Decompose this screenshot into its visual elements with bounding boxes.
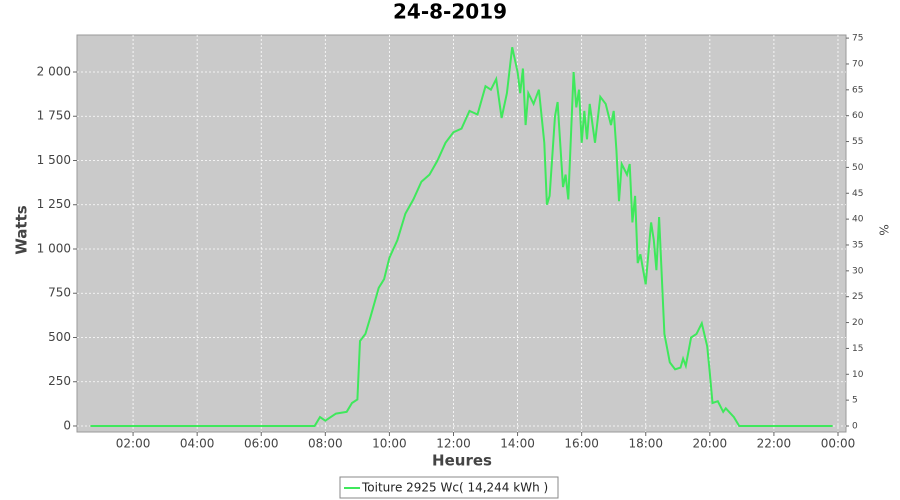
y2-tick-label: 0	[852, 422, 858, 432]
y-tick-label: 2 000	[37, 64, 71, 78]
y2-tick-label: 60	[852, 111, 864, 121]
x-axis-label: Heures	[432, 452, 492, 470]
x-tick-label: 16:00	[564, 437, 599, 451]
y-tick-label: 0	[63, 418, 71, 432]
y-tick-label: 250	[48, 374, 71, 388]
plot-area	[76, 34, 847, 433]
y2-tick-label: 75	[852, 34, 863, 44]
y2-tick-label: 65	[852, 85, 863, 95]
x-tick-label: 02:00	[116, 437, 151, 451]
x-tick-label: 12:00	[436, 437, 471, 451]
y-tick-label: 1 250	[37, 197, 71, 211]
x-tick-label: 08:00	[308, 437, 343, 451]
x-tick-label: 10:00	[372, 437, 407, 451]
y2-tick-label: 25	[852, 292, 863, 302]
y2-tick-label: 5	[852, 396, 858, 406]
y2-tick-label: 55	[852, 137, 863, 147]
y2-tick-label: 35	[852, 240, 863, 250]
chart-title: 24-8-2019	[393, 0, 507, 24]
x-tick-label: 20:00	[693, 437, 728, 451]
x-tick-label: 14:00	[500, 437, 535, 451]
y-tick-label: 1 750	[37, 109, 71, 123]
series-line	[90, 46, 833, 427]
y-axis-label: Watts	[13, 205, 31, 254]
x-tick-label: 04:00	[180, 437, 215, 451]
y2-tick-label: 45	[852, 189, 863, 199]
y2-tick-label: 15	[852, 344, 863, 354]
legend-box	[339, 476, 559, 499]
y2-tick-label: 40	[852, 215, 864, 225]
x-tick-label: 06:00	[244, 437, 279, 451]
y2-tick-label: 20	[852, 318, 864, 328]
x-tick-label: 22:00	[757, 437, 792, 451]
x-tick-label: 00:00	[821, 437, 856, 451]
y-tick-label: 750	[48, 286, 71, 300]
y-tick-label: 1 500	[37, 153, 71, 167]
y2-tick-label: 30	[852, 266, 864, 276]
y2-tick-label: 70	[852, 59, 864, 69]
y2-tick-label: 50	[852, 163, 864, 173]
y-tick-label: 1 000	[37, 241, 71, 255]
legend-label: Toiture 2925 Wc( 14,244 kWh )	[361, 481, 548, 495]
y-tick-label: 500	[48, 330, 71, 344]
x-tick-label: 18:00	[628, 437, 663, 451]
y2-axis-label: %	[877, 224, 891, 235]
y2-tick-label: 10	[852, 370, 864, 380]
